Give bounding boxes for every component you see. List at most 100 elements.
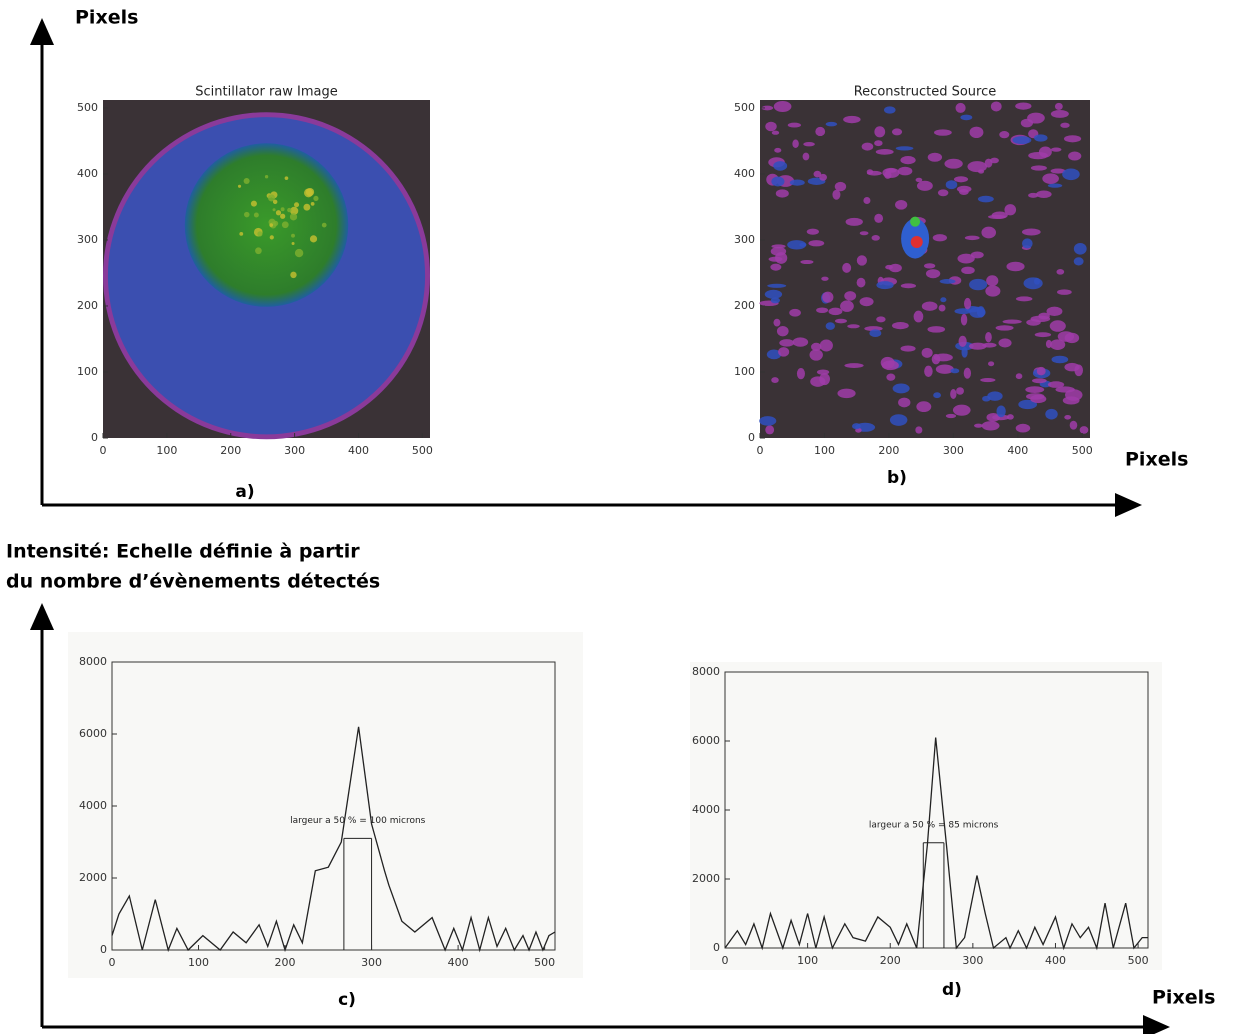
x-tick-label: 400 xyxy=(1045,954,1066,967)
noise-blob xyxy=(837,388,856,399)
x-tick-label: 500 xyxy=(534,956,555,969)
noise-blob xyxy=(1023,277,1043,290)
noise-blob xyxy=(1036,190,1052,198)
x-tick-label: 0 xyxy=(109,956,116,969)
noise-blob xyxy=(1045,408,1058,420)
line-series xyxy=(111,726,556,953)
noise-blob xyxy=(771,244,786,249)
noise-blob xyxy=(809,349,823,361)
noise-blob xyxy=(970,251,984,259)
noise-blob xyxy=(789,308,801,317)
noise-blob xyxy=(792,139,799,149)
panel-label: d) xyxy=(942,980,962,1000)
noise-blob xyxy=(956,387,964,395)
noise-blob xyxy=(845,217,863,226)
y-tick-label: 2000 xyxy=(692,872,720,885)
noise-blob xyxy=(1015,423,1031,433)
noise-blob xyxy=(1047,183,1063,188)
noise-blob xyxy=(819,373,830,386)
noise-blob xyxy=(980,377,996,383)
noise-blob xyxy=(1051,355,1069,364)
noise-blob xyxy=(897,166,913,176)
y-tick-label: 100 xyxy=(77,365,98,378)
y-tick-label: 4000 xyxy=(79,799,107,812)
noise-blob xyxy=(1047,381,1065,388)
hot-spot xyxy=(269,235,274,240)
noise-blob xyxy=(959,189,969,195)
x-tick-label: 0 xyxy=(722,954,729,967)
noise-blob xyxy=(995,325,1014,331)
x-tick-label: 0 xyxy=(757,444,764,457)
y-tick-label: 6000 xyxy=(79,727,107,740)
noise-blob xyxy=(952,404,971,416)
noise-blob xyxy=(925,269,941,279)
noise-blob xyxy=(1038,146,1052,158)
noise-blob xyxy=(913,310,924,323)
hot-spot xyxy=(257,231,263,237)
noise-blob xyxy=(895,199,908,210)
y-tick-label: 8000 xyxy=(692,665,720,678)
hot-spot xyxy=(293,202,300,208)
noise-blob xyxy=(828,307,843,316)
noise-blob xyxy=(915,177,923,183)
noise-blob xyxy=(766,349,782,360)
noise-blob xyxy=(1046,306,1063,317)
noise-blob xyxy=(770,263,782,271)
hot-spot xyxy=(237,184,242,188)
x-tick-label: 300 xyxy=(284,444,305,457)
chart-title: Reconstructed Source xyxy=(854,85,997,100)
x-tick-label: 300 xyxy=(962,954,983,967)
noise-blob xyxy=(840,300,854,312)
axis-label: Intensité: Echelle définie à partir xyxy=(6,541,360,563)
noise-blob xyxy=(875,149,894,155)
noise-blob xyxy=(771,130,780,135)
noise-blob xyxy=(958,335,967,347)
noise-blob xyxy=(861,142,874,151)
noise-blob xyxy=(900,156,916,165)
noise-blob xyxy=(842,262,852,273)
hot-spot xyxy=(287,207,292,213)
noise-blob xyxy=(891,322,909,330)
noise-blob xyxy=(775,189,789,198)
hot-spot xyxy=(250,200,257,207)
y-tick-label: 0 xyxy=(91,431,98,444)
noise-blob xyxy=(863,197,871,204)
noise-blob xyxy=(915,426,923,434)
noise-blob xyxy=(776,325,789,337)
line-series xyxy=(724,737,1148,951)
noise-blob xyxy=(832,189,841,200)
noise-blob xyxy=(885,264,893,270)
noise-blob xyxy=(1063,135,1082,143)
x-tick-label: 400 xyxy=(348,444,369,457)
noise-blob xyxy=(988,361,995,367)
x-tick-label: 300 xyxy=(943,444,964,457)
y-tick-label: 300 xyxy=(77,233,98,246)
noise-blob xyxy=(1062,396,1080,405)
noise-blob xyxy=(810,342,822,352)
hot-spot xyxy=(272,208,276,212)
hot-spot xyxy=(244,211,250,218)
noise-blob xyxy=(1021,228,1041,236)
noise-blob xyxy=(1025,386,1045,393)
noise-blob xyxy=(803,141,815,147)
noise-blob xyxy=(937,189,949,197)
x-tick-label: 500 xyxy=(1072,444,1093,457)
noise-blob xyxy=(844,291,857,301)
noise-blob xyxy=(856,255,867,266)
noise-blob xyxy=(935,364,954,374)
noise-blob xyxy=(856,277,866,288)
noise-blob xyxy=(960,114,973,121)
y-tick-label: 400 xyxy=(734,167,755,180)
noise-blob xyxy=(1056,269,1065,275)
noise-blob xyxy=(771,176,785,187)
hot-spot xyxy=(239,231,244,236)
noise-blob xyxy=(822,291,834,303)
y-tick-label: 2000 xyxy=(79,871,107,884)
noise-blob xyxy=(773,161,788,171)
panel-label: c) xyxy=(338,990,356,1010)
noise-blob xyxy=(989,157,999,164)
x-tick-label: 0 xyxy=(100,444,107,457)
noise-blob xyxy=(990,101,1002,112)
noise-blob xyxy=(844,363,864,368)
y-tick-label: 0 xyxy=(748,431,755,444)
